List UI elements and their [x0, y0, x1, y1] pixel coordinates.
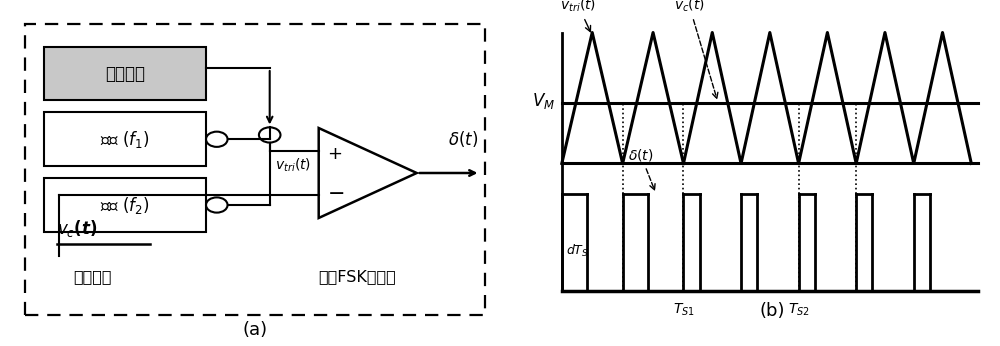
Text: $T_{S2}$: $T_{S2}$	[788, 302, 810, 318]
Text: $v_{tri}(t)$: $v_{tri}(t)$	[560, 0, 596, 31]
Text: −: −	[328, 184, 345, 204]
Text: $V_M$: $V_M$	[532, 91, 555, 111]
Text: 功率调制: 功率调制	[74, 269, 112, 284]
Text: $v_c(t)$: $v_c(t)$	[674, 0, 718, 98]
Text: $\delta(t)$: $\delta(t)$	[448, 129, 478, 149]
Text: +: +	[328, 145, 343, 163]
Text: 数据调制: 数据调制	[105, 64, 145, 83]
FancyBboxPatch shape	[44, 112, 206, 166]
Text: 载波 ($f_1$): 载波 ($f_1$)	[100, 129, 150, 150]
Text: 载波 ($f_2$): 载波 ($f_2$)	[100, 194, 150, 216]
FancyBboxPatch shape	[44, 178, 206, 232]
Text: $\delta(t)$: $\delta(t)$	[628, 147, 655, 190]
Text: (b): (b)	[760, 302, 785, 320]
Text: (a): (a)	[242, 321, 268, 339]
Text: $T_{S1}$: $T_{S1}$	[673, 302, 694, 318]
FancyBboxPatch shape	[44, 47, 206, 100]
Text: 载波FSK调制器: 载波FSK调制器	[319, 269, 396, 284]
Text: $v_{tri}(t)$: $v_{tri}(t)$	[275, 156, 311, 174]
Text: $dT_S$: $dT_S$	[566, 243, 588, 258]
Text: $\boldsymbol{v_c(t)}$: $\boldsymbol{v_c(t)}$	[57, 218, 97, 239]
